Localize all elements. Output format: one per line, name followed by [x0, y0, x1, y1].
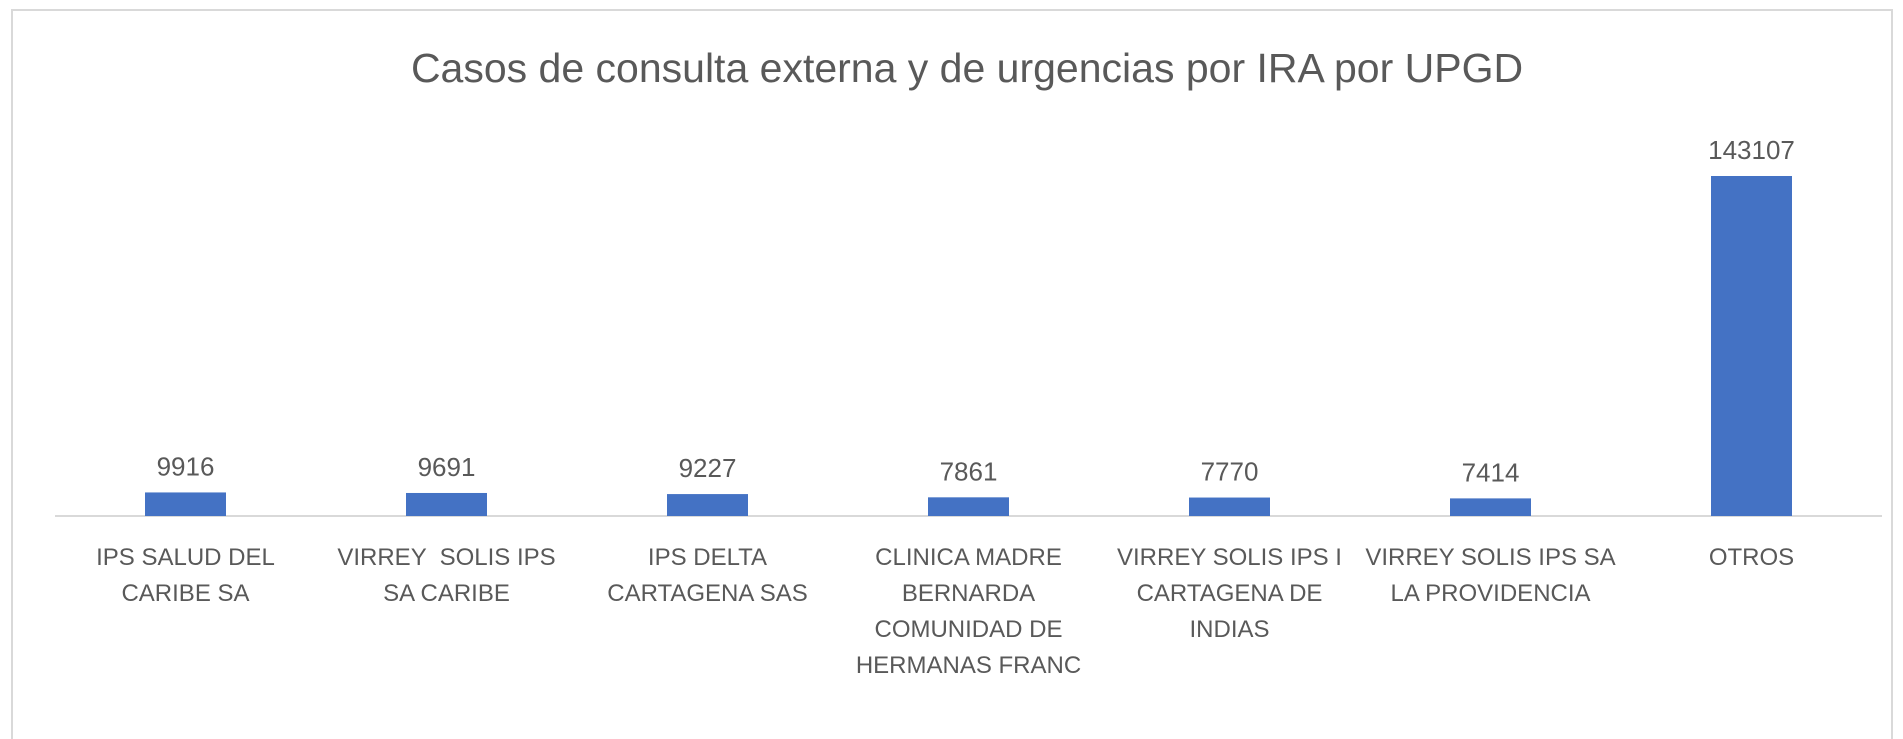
chart-title: Casos de consulta externa y de urgencias…	[411, 45, 1523, 91]
x-tick-label: VIRREY SOLIS IPS SA LA PROVIDENCIA	[1365, 544, 1616, 607]
bar	[1450, 498, 1531, 516]
bar	[928, 497, 1009, 516]
bar	[1711, 176, 1792, 516]
x-tick-label: VIRREY SOLIS IPS SA CARIBE	[337, 544, 563, 607]
bar	[1189, 497, 1270, 516]
data-label: 7414	[1462, 457, 1520, 487]
data-label: 9227	[679, 453, 737, 483]
data-label: 9916	[157, 451, 215, 481]
data-label: 7770	[1201, 457, 1259, 487]
x-tick-label: IPS DELTA CARTAGENA SAS	[607, 544, 808, 607]
bar	[406, 492, 487, 516]
data-label: 143107	[1708, 135, 1795, 165]
bar	[145, 492, 226, 516]
x-tick-label: IPS SALUD DEL CARIBE SA	[96, 544, 282, 607]
data-label: 9691	[418, 452, 476, 482]
chart-border	[11, 9, 1893, 739]
x-tick-label: CLINICA MADRE BERNARDA COMUNIDAD DE HERM…	[855, 544, 1082, 679]
x-tick-label: OTROS	[1708, 544, 1795, 571]
x-tick-label: VIRREY SOLIS IPS I CARTAGENA DE INDIAS	[1117, 544, 1349, 643]
data-label: 7861	[940, 456, 998, 486]
bar	[667, 494, 748, 516]
